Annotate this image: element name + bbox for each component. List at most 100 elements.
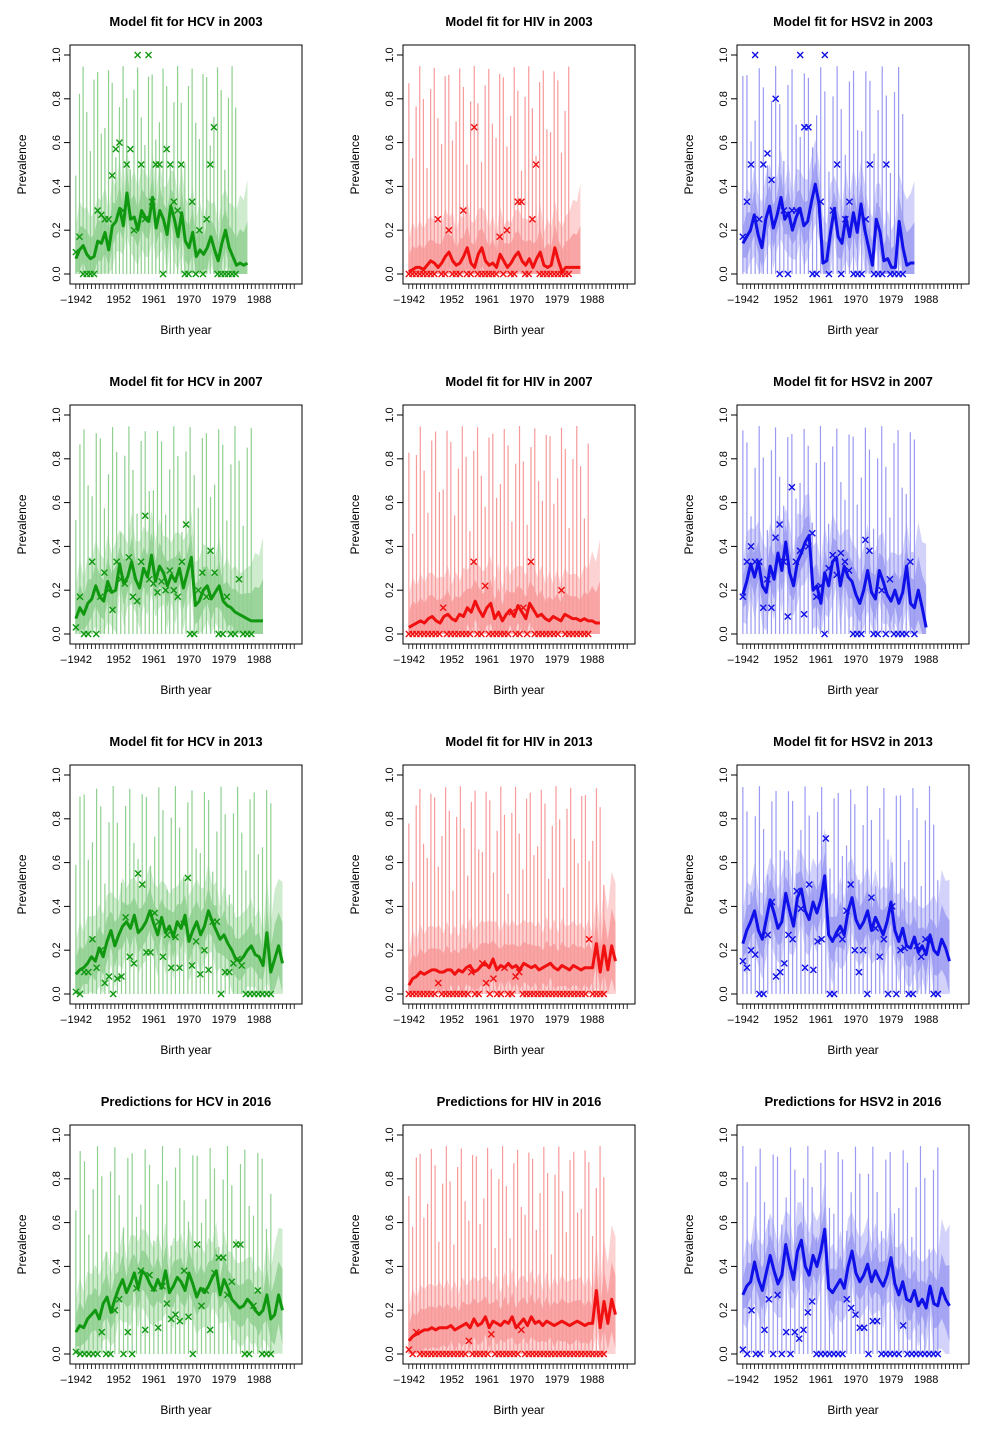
x-tick-label: 1970 [510, 654, 534, 666]
observed-point [90, 270, 98, 278]
observed-point [223, 1291, 231, 1299]
y-tick-label: 0.8 [51, 451, 63, 466]
observed-point [843, 1295, 851, 1303]
observed-point [804, 123, 812, 131]
observed-point [109, 606, 117, 614]
observed-point [857, 630, 865, 638]
x-tick-label: 1942 [68, 1374, 92, 1386]
x-tick-label: 1961 [809, 294, 833, 306]
x-tick-label: 1952 [439, 1014, 463, 1026]
observed-point [141, 512, 149, 520]
observed-point [504, 630, 512, 638]
observed-point [600, 1350, 608, 1358]
observed-point [860, 1324, 868, 1332]
observed-point [787, 1350, 795, 1358]
x-tick-label: 1942 [401, 1014, 425, 1026]
observed-point [763, 575, 771, 583]
observed-point [202, 593, 210, 601]
x-tick-label: 1979 [545, 294, 569, 306]
y-tick-label: 0.2 [718, 943, 730, 958]
y-tick-label: 0.0 [718, 266, 730, 281]
observed-point [926, 937, 934, 945]
observed-point [516, 630, 524, 638]
observed-point [817, 198, 825, 206]
y-tick-label: 0.0 [51, 266, 63, 281]
y-tick-label: 0.6 [718, 135, 730, 150]
x-tick-label: 1970 [177, 654, 201, 666]
x-tick-label: 1942 [68, 654, 92, 666]
observed-point [822, 835, 830, 843]
observed-point [600, 990, 608, 998]
observed-point [747, 161, 755, 168]
x-tick-dash: – [394, 654, 401, 666]
chart-title: Model fit for HCV in 2013 [109, 734, 262, 749]
observed-point [888, 902, 896, 910]
y-tick-label: 0.0 [384, 626, 396, 641]
plot-frame [69, 404, 303, 645]
observed-point [470, 123, 478, 131]
observed-point [829, 206, 837, 214]
y-tick-label: 0.0 [384, 266, 396, 281]
observed-point [115, 1295, 123, 1303]
observed-point [876, 953, 884, 961]
observed-point [519, 604, 527, 612]
x-tick-label: 1970 [177, 1014, 201, 1026]
observed-point [193, 1241, 201, 1248]
observed-point [137, 161, 145, 168]
observed-point [190, 630, 198, 638]
observed-point [778, 1350, 786, 1358]
x-tick-label: 1979 [212, 654, 236, 666]
x-axis-label: Birth year [160, 1403, 211, 1417]
plot-frame [402, 404, 636, 645]
x-tick-label: 1988 [247, 1374, 271, 1386]
y-tick-label: 0.8 [384, 451, 396, 466]
chart-svg: 0.0 0.2 0.4 0.6 0.8 1.0 1942 1952 1961 1970 1979 19… [15, 374, 303, 697]
y-tick-label: 0.4 [384, 179, 396, 194]
observed-point [761, 1326, 769, 1334]
x-axis-label: Birth year [827, 323, 878, 337]
observed-point [100, 569, 108, 577]
y-tick-label: 1.0 [384, 407, 396, 422]
x-tick-label: 1970 [510, 1014, 534, 1026]
observed-point [899, 270, 907, 278]
x-axis-label: Birth year [160, 683, 211, 697]
chart-title: Model fit for HIV in 2013 [445, 734, 592, 749]
observed-point [177, 161, 185, 168]
observed-point [122, 913, 130, 921]
y-axis-label: Prevalence [15, 494, 29, 554]
y-tick-label: 0.0 [384, 1346, 396, 1361]
observed-point [558, 586, 565, 594]
y-tick-label: 0.8 [384, 1171, 396, 1186]
x-tick-label: 1952 [773, 294, 797, 306]
observed-point [487, 1330, 495, 1338]
y-tick-label: 1.0 [384, 767, 396, 782]
observed-point [805, 881, 813, 888]
observed-point [581, 990, 589, 998]
observed-point [97, 946, 105, 954]
chart-panel: 0.0 0.2 0.4 0.6 0.8 1.0 1942 1952 1961 1970 1979 19… [667, 360, 1000, 718]
inner-credible-band [742, 161, 915, 274]
x-tick-label: 1942 [735, 294, 759, 306]
observed-point [145, 51, 153, 59]
observed-point [176, 1317, 184, 1325]
observed-point [180, 1267, 188, 1275]
y-tick-label: 0.2 [384, 223, 396, 238]
observed-point [105, 972, 113, 980]
observed-point [166, 566, 174, 574]
chart-title: Predictions for HCV in 2016 [101, 1094, 272, 1109]
observed-point [192, 270, 200, 278]
x-tick-label: 1988 [580, 1014, 604, 1026]
observed-point [163, 145, 171, 153]
x-tick-dash: – [728, 1014, 735, 1026]
model-mean-line [74, 553, 264, 623]
observed-point [219, 630, 227, 638]
y-axis-label: Prevalence [682, 1214, 696, 1274]
y-tick-label: 0.8 [51, 91, 63, 106]
y-tick-label: 0.0 [718, 626, 730, 641]
x-tick-label: 1979 [212, 294, 236, 306]
observed-point [133, 597, 141, 605]
observed-point [134, 51, 142, 59]
observed-point [465, 1337, 473, 1345]
chart-title: Model fit for HSV2 in 2007 [773, 374, 933, 389]
